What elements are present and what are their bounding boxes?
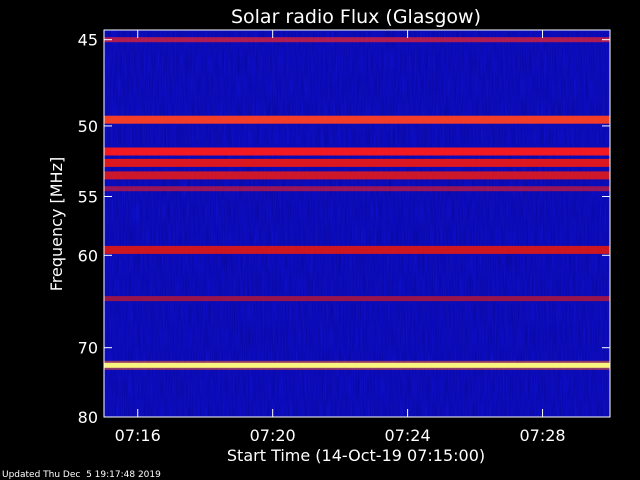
band-1 (104, 115, 610, 124)
x-tick-label-0: 07:16 (115, 426, 161, 445)
y-tick-label-1: 50 (78, 117, 98, 136)
x-axis: 07:16 07:20 07:24 07:28 (115, 30, 566, 445)
band-7 (104, 296, 610, 302)
x-tick-label-1: 07:20 (250, 426, 296, 445)
y-axis: 45 50 55 60 70 80 (78, 31, 610, 427)
chart-title: Solar radio Flux (Glasgow) (231, 6, 481, 28)
band-2 (104, 147, 610, 156)
x-tick-label-2: 07:24 (385, 426, 431, 445)
band-5 (104, 186, 610, 192)
y-tick-label-0: 45 (78, 31, 98, 50)
plot-area (104, 30, 610, 417)
band-4 (104, 171, 610, 180)
x-axis-label: Start Time (14-Oct-19 07:15:00) (227, 446, 485, 465)
band-3 (104, 158, 610, 167)
y-axis-label: Frequency [MHz] (47, 157, 66, 291)
updated-timestamp: Updated Thu Dec 5 19:17:48 2019 (2, 470, 161, 480)
y-tick-label-3: 60 (78, 246, 98, 265)
band-6 (104, 245, 610, 254)
band-8 (104, 362, 610, 368)
plot-frame (103, 29, 611, 418)
y-tick-label-4: 70 (78, 339, 98, 358)
spectral-bands (104, 37, 610, 370)
band-0 (104, 37, 610, 43)
plot-noise-dark (104, 30, 610, 417)
y-tick-label-5: 80 (78, 408, 98, 427)
y-tick-label-2: 55 (78, 187, 98, 206)
x-tick-label-3: 07:28 (519, 426, 565, 445)
